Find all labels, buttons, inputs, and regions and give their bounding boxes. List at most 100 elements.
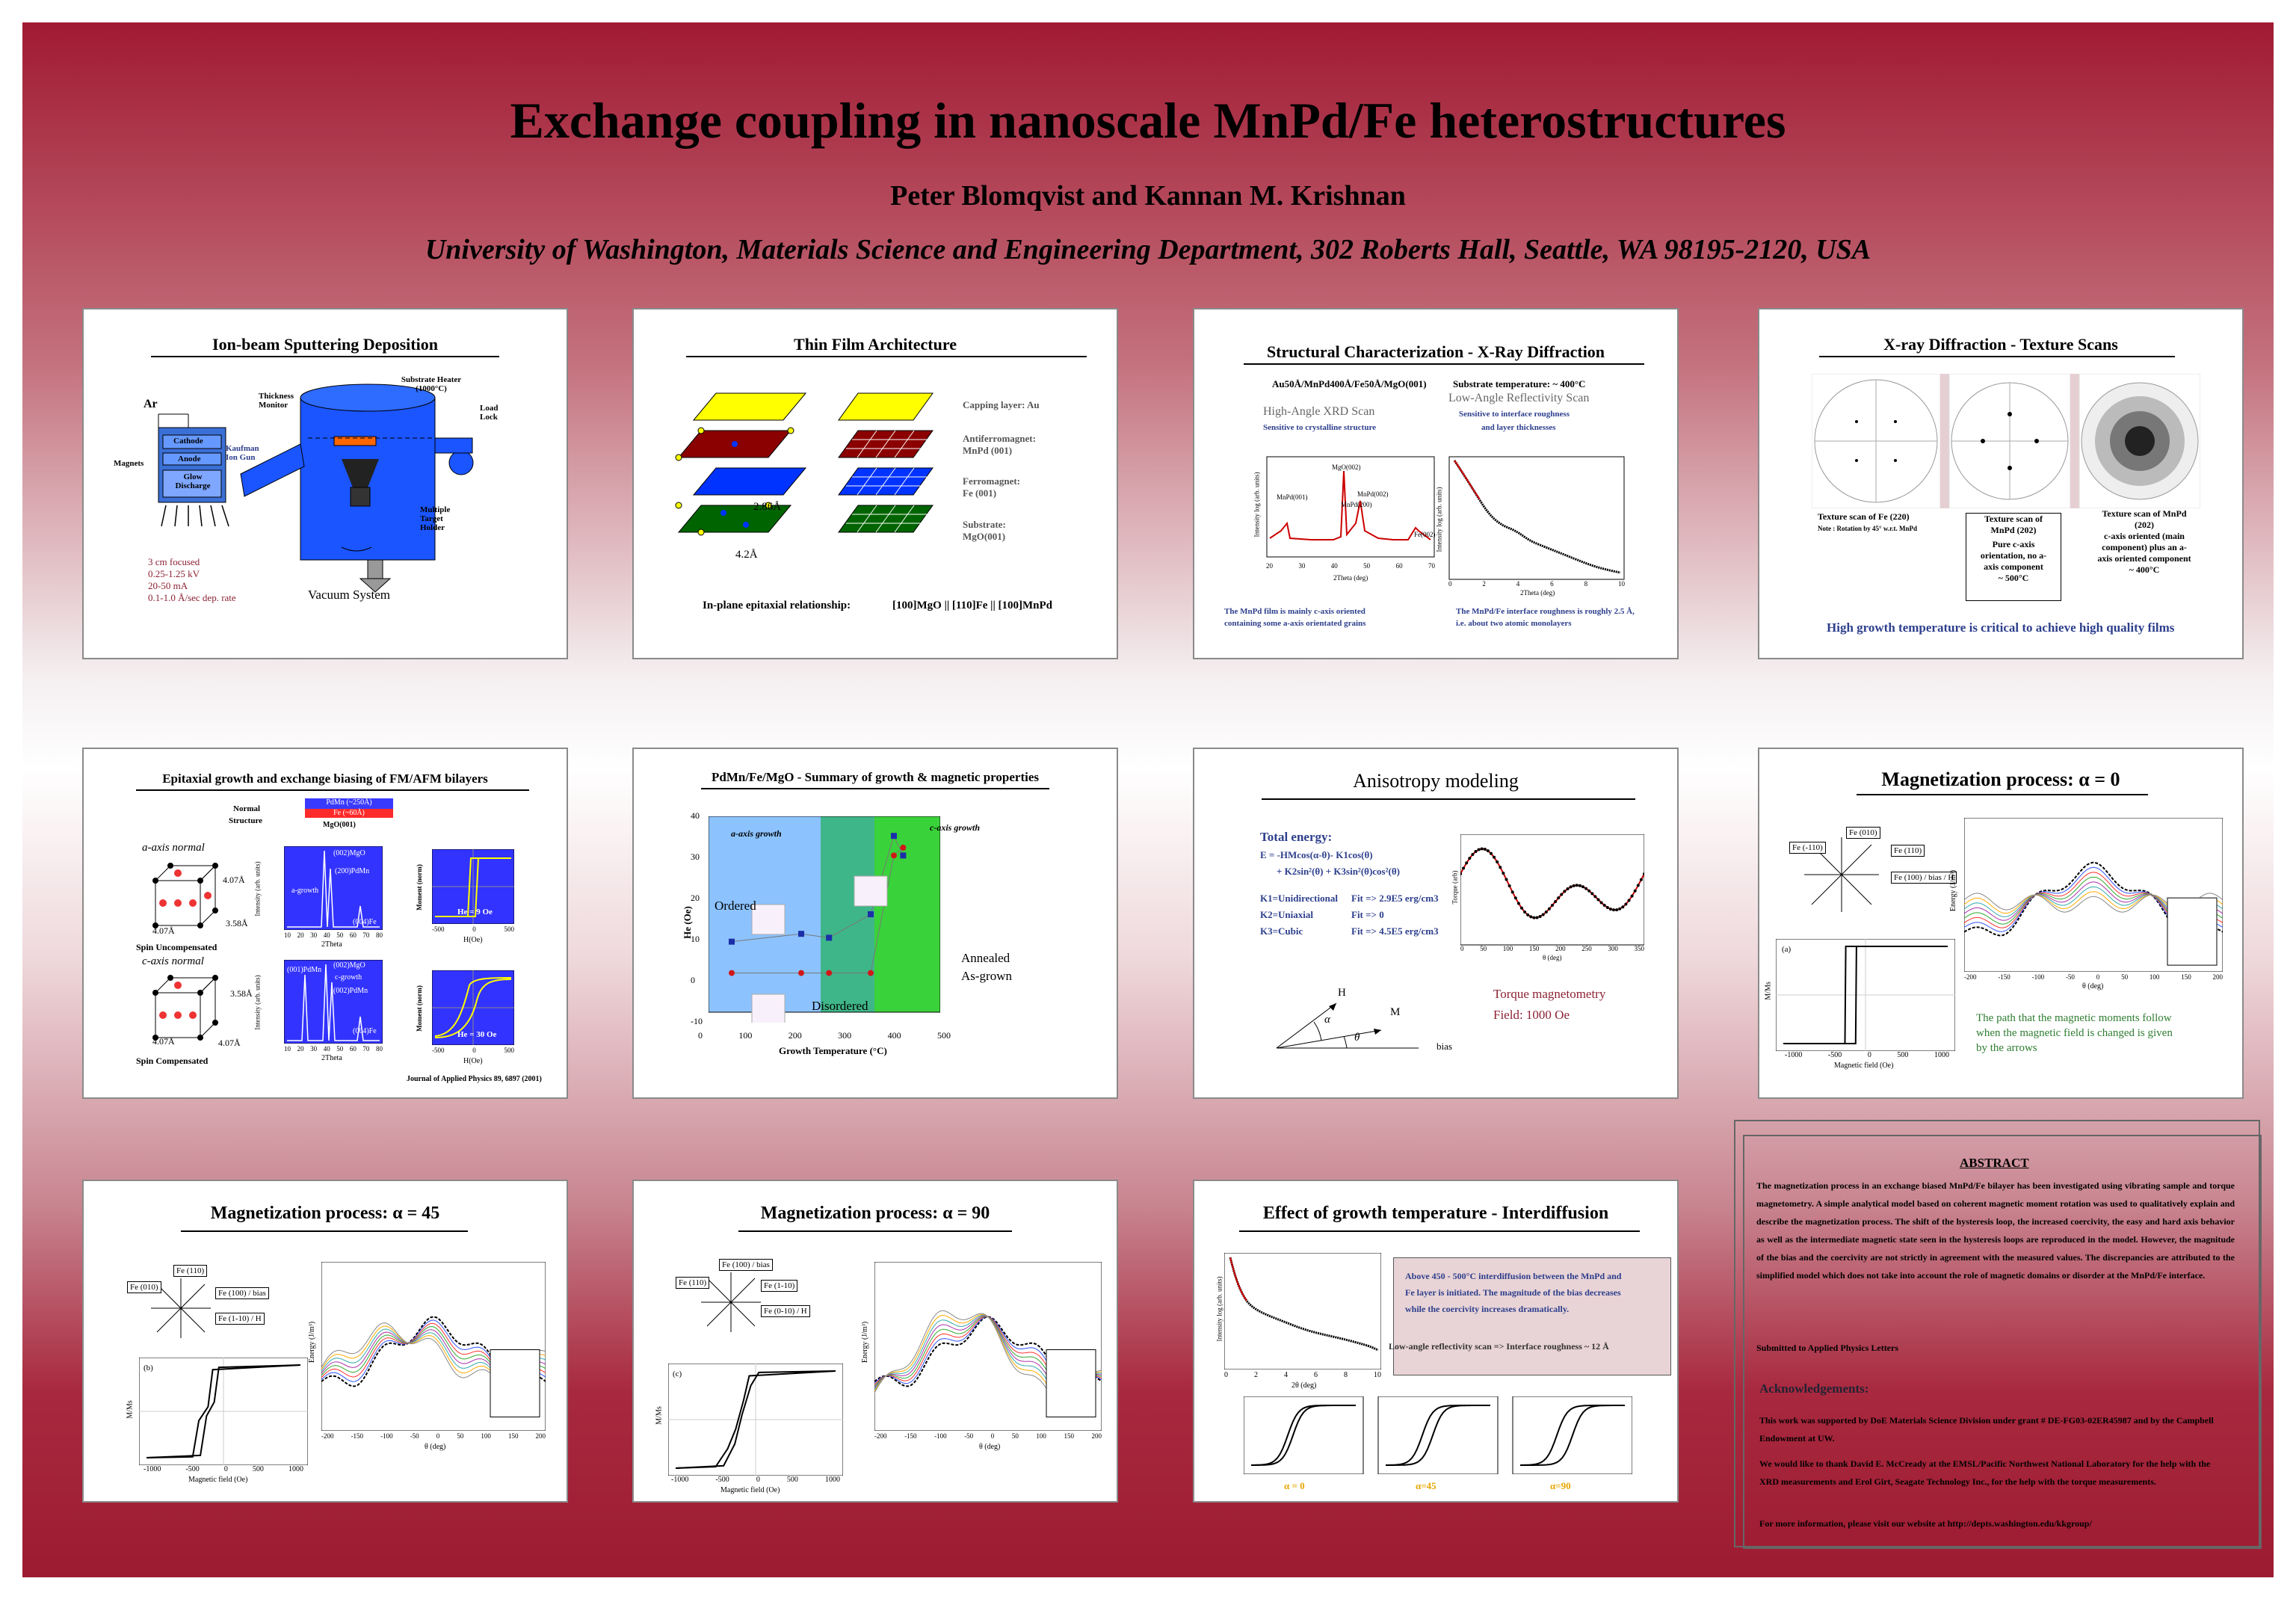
torque-point	[1578, 884, 1581, 887]
energy-plot-90	[874, 1262, 1102, 1431]
annealed-point	[826, 934, 833, 941]
summary-chart	[709, 816, 940, 1023]
torque-point	[1477, 848, 1481, 851]
torque-point	[1499, 866, 1502, 869]
lattice-c-axis	[152, 975, 218, 1041]
hysteresis-branch	[146, 1364, 301, 1458]
annealed-point	[891, 833, 897, 839]
torque-point	[1490, 851, 1493, 855]
torque-point	[1460, 872, 1462, 875]
asgrown-point	[798, 970, 804, 976]
panel-texture: X-ray Diffraction - Texture Scans Textur…	[1758, 308, 2244, 659]
torque-point	[1572, 884, 1576, 887]
torque-point	[1615, 908, 1619, 912]
hysteresis-branch	[1783, 946, 1948, 1044]
hysteresis-cgrowth	[432, 970, 514, 1045]
layer-diagram	[675, 392, 933, 536]
hysteresis-plot-90	[668, 1364, 843, 1476]
angle-diagram	[1276, 1002, 1419, 1049]
torque-point	[1474, 850, 1478, 854]
xrd-cgrowth-plot	[284, 960, 383, 1044]
annealed-point	[868, 911, 874, 917]
annealed-point	[729, 938, 735, 945]
torque-point	[1538, 915, 1542, 919]
torque-point	[1526, 913, 1530, 916]
torque-point	[1523, 910, 1527, 914]
interdiffusion-info-box	[1393, 1257, 1671, 1375]
torque-point	[1516, 902, 1520, 905]
torque-point	[1590, 892, 1594, 896]
abstract-frame-inner	[1743, 1135, 2262, 1549]
torque-point	[1505, 878, 1508, 881]
torque-point	[1486, 849, 1490, 853]
panel-xrd: Structural Characterization - X-Ray Diff…	[1193, 308, 1679, 659]
asgrown-point	[900, 844, 907, 851]
hysteresis-agrowth	[432, 849, 514, 924]
torque-point	[1507, 884, 1511, 888]
torque-point	[1630, 894, 1634, 898]
annealed-point	[798, 931, 804, 937]
torque-point	[1520, 906, 1523, 910]
torque-point	[1563, 890, 1567, 893]
panel-mag-0: Magnetization process: α = 0 Fe (-110) F…	[1758, 748, 2244, 1099]
panel-mag-45: Magnetization process: α = 45 Fe (010) F…	[82, 1180, 568, 1503]
poster: Exchange coupling in nanoscale MnPd/Fe h…	[22, 22, 2274, 1577]
torque-chart	[1460, 834, 1644, 946]
torque-point	[1569, 885, 1573, 889]
torque-point	[1608, 908, 1612, 911]
torque-point	[1624, 902, 1628, 906]
texture-scans	[1812, 374, 2200, 508]
asgrown-point	[868, 970, 874, 976]
energy-legend	[1046, 1349, 1096, 1418]
asgrown-point	[729, 970, 735, 976]
interdiffusion-branch	[1386, 1405, 1490, 1466]
hysteresis-branch	[675, 1370, 836, 1469]
xrd-high-angle-plot	[1266, 456, 1435, 558]
torque-point	[1566, 887, 1570, 890]
torque-point	[1602, 904, 1606, 908]
abstract-title: ABSTRACT	[1960, 1156, 2029, 1170]
torque-point	[1468, 857, 1472, 860]
torque-point	[1502, 872, 1505, 875]
torque-point	[1557, 896, 1561, 900]
hysteresis-plot-0	[1776, 939, 1955, 1051]
torque-point	[1618, 907, 1622, 911]
asgrown-point	[891, 852, 897, 859]
energy-legend	[490, 1349, 540, 1418]
panel-mag-90: Magnetization process: α = 90 Fe (110) F…	[632, 1180, 1118, 1503]
panel-anisotropy: Anisotropy modeling Total energy: E = -H…	[1193, 748, 1679, 1099]
torque-point	[1483, 848, 1487, 851]
torque-point	[1551, 904, 1554, 908]
torque-point	[1541, 913, 1545, 916]
torque-point	[1593, 895, 1597, 899]
poster-affiliation: University of Washington, Materials Scie…	[425, 234, 1871, 265]
hysteresis-branch	[146, 1364, 301, 1458]
torque-point	[1560, 893, 1564, 896]
torque-point	[1480, 847, 1484, 851]
interdiffusion-branch	[1520, 1405, 1625, 1466]
interdiffusion-loops	[1244, 1396, 1632, 1474]
energy-plot-0	[1964, 818, 2223, 972]
torque-point	[1596, 898, 1600, 902]
abstract-frame	[1734, 1120, 2260, 1547]
torque-point	[1633, 889, 1637, 893]
reflectivity-plot	[1224, 1253, 1381, 1370]
torque-point	[1513, 896, 1517, 900]
torque-point	[1544, 910, 1548, 914]
torque-point	[1493, 855, 1496, 859]
panel-ion-beam: Ion-beam Sputtering Deposition	[82, 308, 568, 659]
torque-point	[1639, 878, 1643, 881]
torque-point	[1621, 905, 1625, 909]
torque-point	[1599, 901, 1603, 905]
panel-epitaxial: Epitaxial growth and exchange biasing of…	[82, 748, 568, 1099]
torque-point	[1643, 872, 1644, 875]
energy-curve	[1964, 861, 2223, 937]
torque-point	[1462, 866, 1466, 870]
torque-point	[1510, 890, 1514, 894]
hysteresis-plot-45	[139, 1358, 308, 1465]
torque-point	[1547, 907, 1551, 911]
torque-point	[1627, 899, 1631, 902]
torque-point	[1465, 861, 1469, 865]
torque-point	[1496, 860, 1499, 864]
lattice-a-axis	[152, 863, 218, 928]
